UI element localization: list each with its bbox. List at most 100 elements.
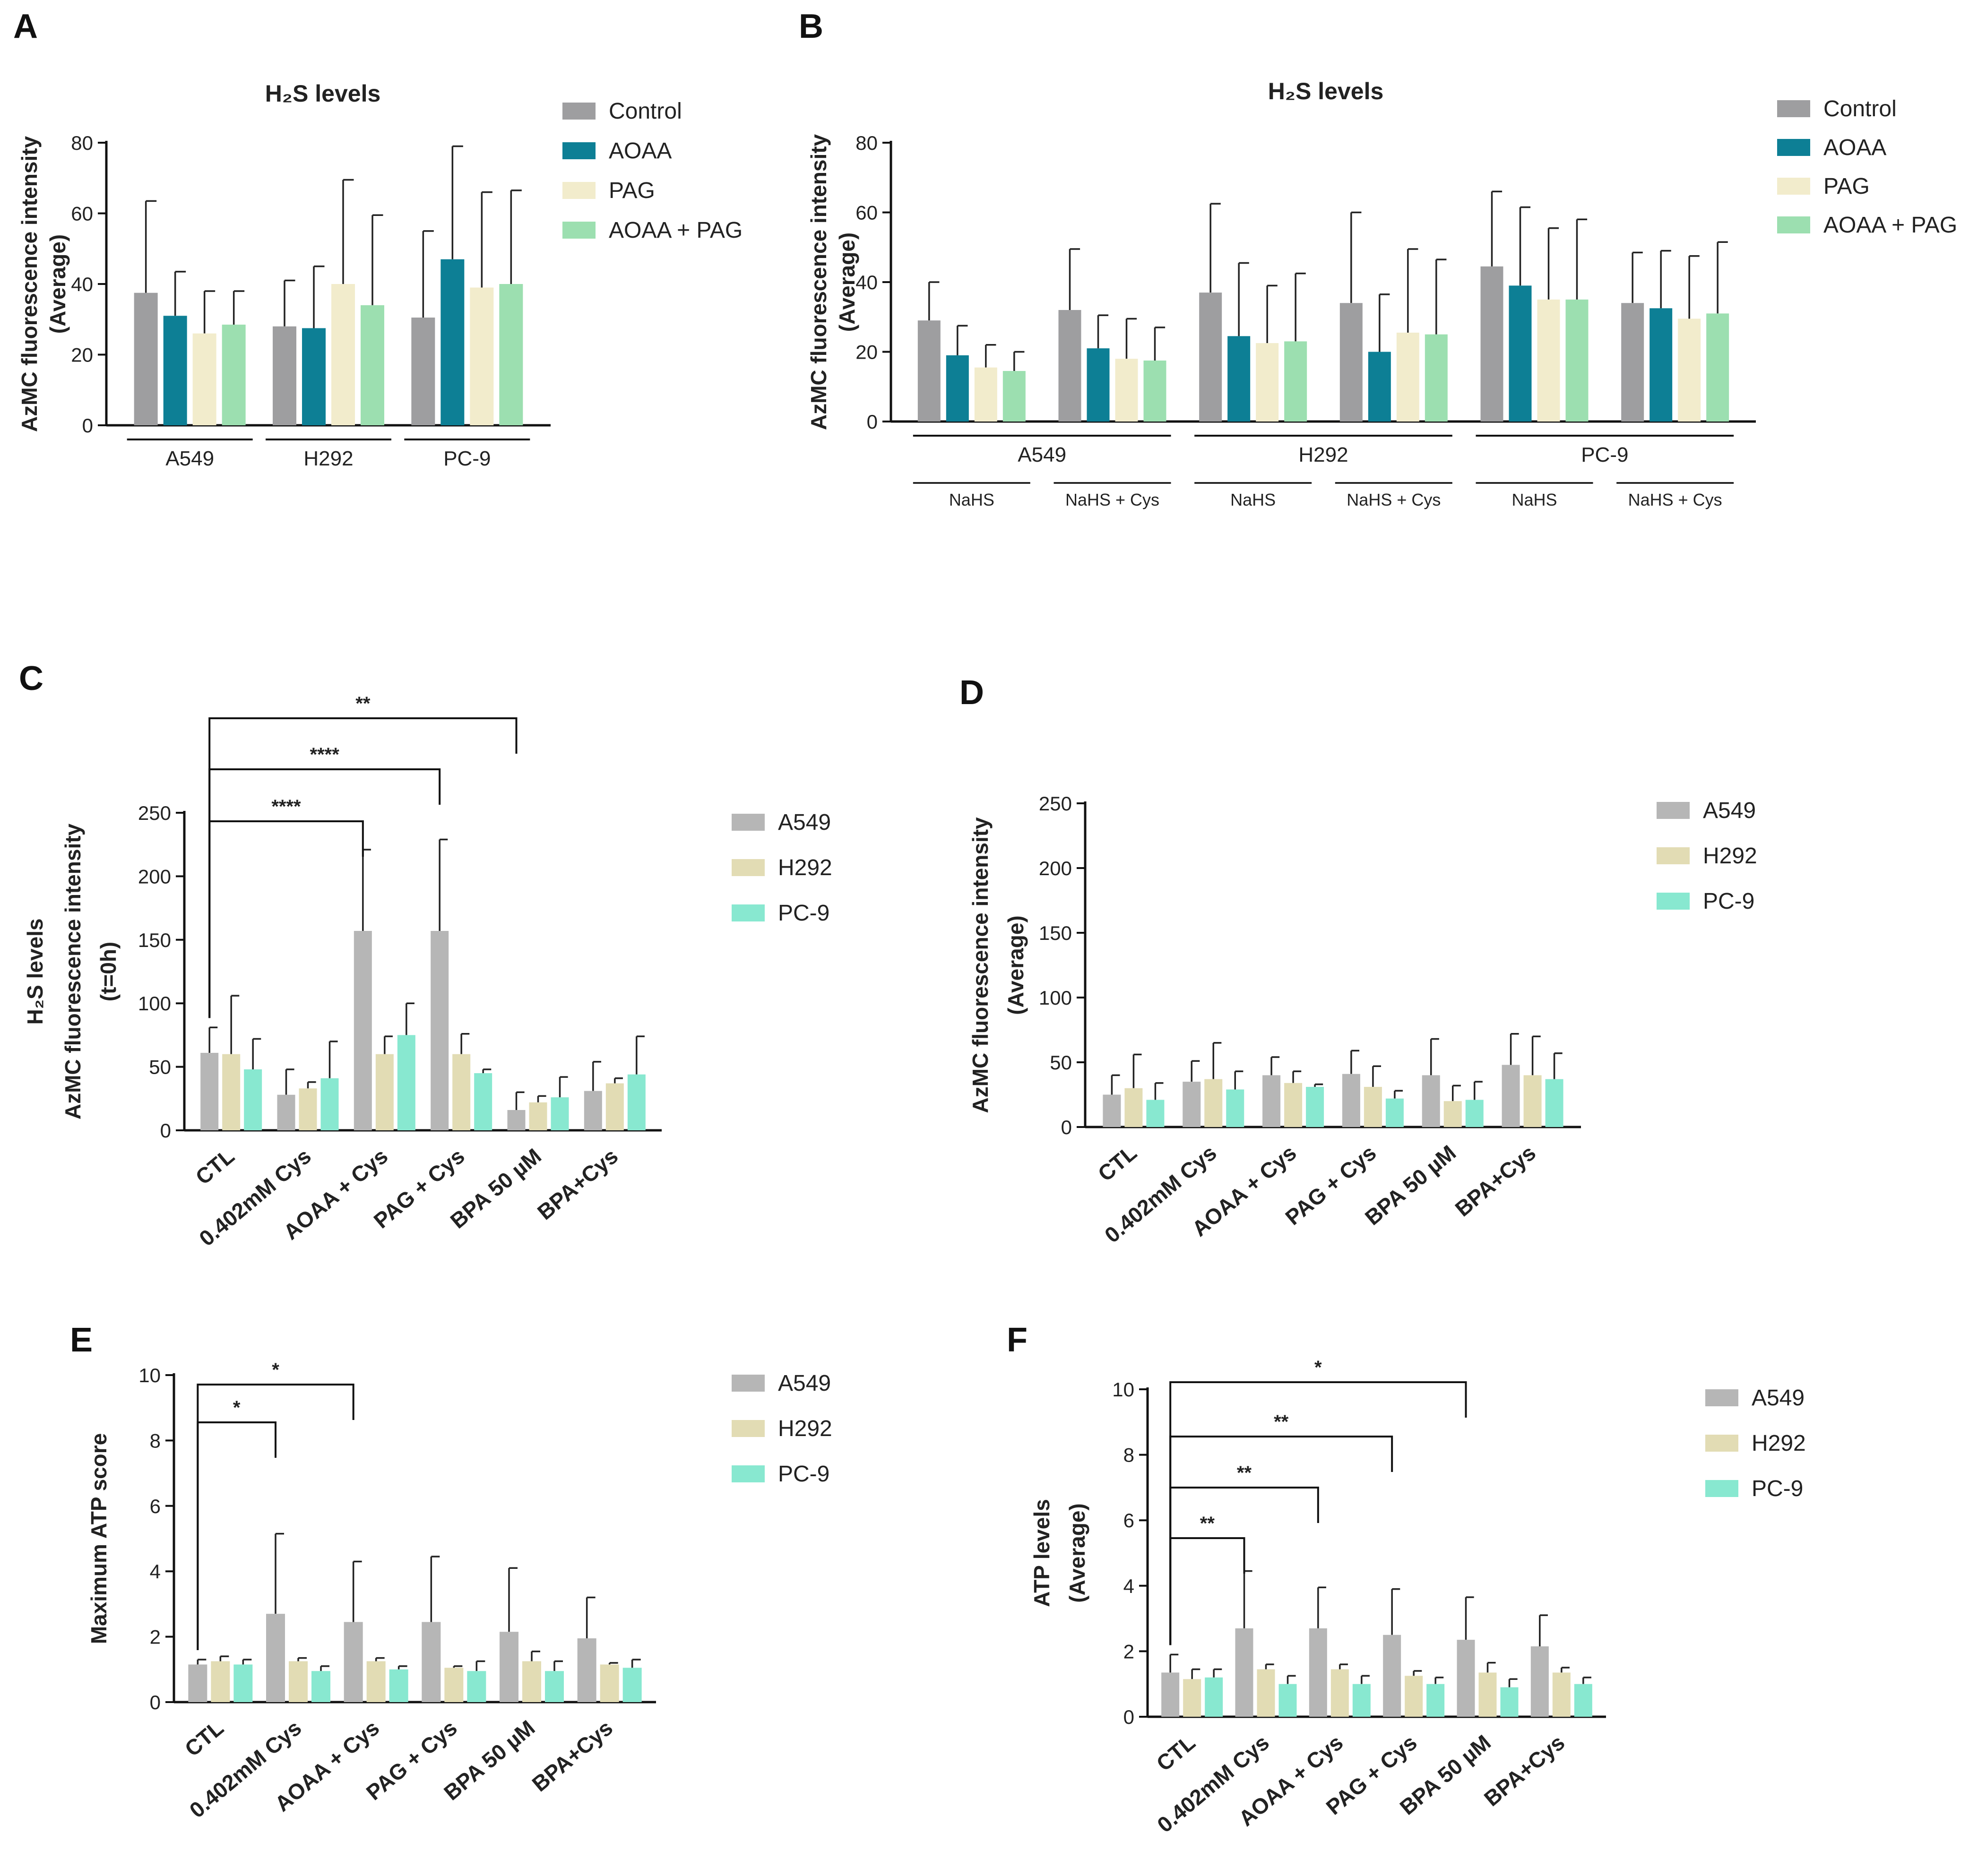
bar: [1199, 293, 1222, 422]
bar: [1342, 1074, 1360, 1127]
legend-swatch: [732, 1420, 765, 1437]
bar: [1523, 1075, 1542, 1127]
y-tick-label: 40: [71, 273, 93, 295]
bar: [277, 1094, 295, 1130]
bar: [1478, 1672, 1497, 1717]
legend-swatch: [562, 103, 596, 120]
bar: [302, 328, 326, 425]
bar: [289, 1661, 308, 1702]
y-tick-label: 2: [150, 1626, 161, 1648]
bar: [522, 1661, 541, 1702]
bar: [1103, 1094, 1121, 1127]
bar: [411, 318, 435, 425]
y-tick-label: 200: [138, 865, 171, 887]
panel-c-chart: H₂S levels AzMC fluorescence intensity (t=…: [23, 693, 832, 1251]
legend-swatch: [1657, 847, 1690, 864]
y-axis-label: AzMC fluorescence intensity: [968, 817, 993, 1113]
bar: [1396, 332, 1419, 422]
y-tick-label: 8: [1123, 1444, 1134, 1466]
y-tick-label: 4: [150, 1560, 161, 1583]
bar: [1146, 1100, 1165, 1127]
group-label: PC-9: [443, 447, 491, 470]
significance-bracket: [197, 1421, 276, 1651]
bar: [344, 1622, 363, 1702]
bar: [1058, 310, 1081, 422]
y-tick-label: 100: [1039, 987, 1072, 1009]
chart-title: H₂S levels: [1268, 78, 1384, 104]
panel-a-chart: H₂S levels AzMC fluorescence intensity (Av…: [17, 80, 743, 470]
y-tick-label: 20: [855, 341, 878, 363]
legend-swatch: [562, 182, 596, 199]
y-axis-label: (Average): [45, 234, 70, 334]
legend-label: AOAA: [609, 138, 672, 164]
x-tick-label: BPA+Cys: [1451, 1140, 1540, 1222]
bar: [1183, 1082, 1201, 1127]
subgroup-label: NaHS + Cys: [1628, 490, 1722, 509]
panel-letter-a: A: [13, 8, 38, 45]
bar: [1537, 299, 1560, 422]
bar: [1422, 1075, 1440, 1127]
bar: [529, 1102, 547, 1130]
bar: [273, 326, 296, 425]
significance-label: **: [355, 693, 371, 714]
legend-swatch: [1705, 1435, 1738, 1452]
bar: [600, 1664, 619, 1702]
y-axis-label: AzMC fluorescence intensity: [60, 823, 85, 1119]
bar: [1262, 1075, 1281, 1127]
group-label: A549: [1018, 443, 1066, 466]
y-tick-label: 0: [1123, 1706, 1134, 1728]
x-tick-label: BPA+Cys: [527, 1715, 617, 1797]
bar: [1621, 303, 1644, 422]
bar: [1649, 308, 1673, 422]
y-axis-label: AzMC fluorescence intensity: [17, 136, 42, 432]
bar: [1227, 336, 1251, 422]
bar: [1364, 1087, 1382, 1127]
x-tick-label: CTL: [191, 1144, 239, 1189]
bar: [1465, 1100, 1484, 1127]
panel-letter-b: B: [799, 8, 823, 45]
bar: [605, 1083, 624, 1130]
legend-swatch: [1777, 139, 1810, 156]
bar: [1143, 360, 1166, 422]
y-tick-label: 50: [1050, 1051, 1072, 1074]
legend-label: A549: [1703, 798, 1756, 823]
bar: [1330, 1669, 1349, 1717]
y-axis-label: AzMC fluorescence intensity: [806, 134, 831, 430]
subgroup-label: NaHS: [1511, 490, 1557, 509]
y-axis-label: (t=0h): [96, 942, 121, 1002]
bar: [627, 1074, 646, 1130]
group-label: A549: [165, 447, 214, 470]
legend-swatch: [732, 814, 765, 831]
legend-label: PC-9: [778, 901, 829, 926]
legend-label: AOAA: [1823, 135, 1886, 160]
bar: [163, 316, 187, 425]
bar: [1226, 1089, 1244, 1127]
significance-label: **: [1237, 1463, 1252, 1483]
bar: [211, 1661, 230, 1702]
y-tick-label: 0: [160, 1119, 171, 1142]
bar: [233, 1664, 253, 1702]
y-tick-label: 200: [1039, 857, 1072, 879]
bar: [1405, 1676, 1423, 1717]
significance-bracket: [208, 768, 441, 1018]
bar: [1309, 1628, 1327, 1717]
bar: [331, 284, 355, 425]
bar: [974, 367, 997, 422]
significance-label: *: [233, 1397, 241, 1418]
y-axis-label: (Average): [1003, 915, 1028, 1015]
legend-label: AOAA + PAG: [1823, 213, 1957, 238]
x-tick-label: BPA+Cys: [533, 1144, 622, 1225]
bar: [1256, 343, 1279, 422]
y-axis-label: Maximum ATP score: [86, 1433, 111, 1644]
legend-label: PC-9: [1703, 889, 1754, 914]
bar: [470, 287, 494, 425]
bar: [499, 284, 523, 425]
legend-label: A549: [778, 810, 831, 835]
y-axis-label: ATP levels: [1029, 1499, 1054, 1607]
bar: [440, 259, 465, 425]
bar: [507, 1110, 526, 1130]
y-tick-label: 20: [71, 344, 93, 366]
bar: [917, 320, 941, 422]
